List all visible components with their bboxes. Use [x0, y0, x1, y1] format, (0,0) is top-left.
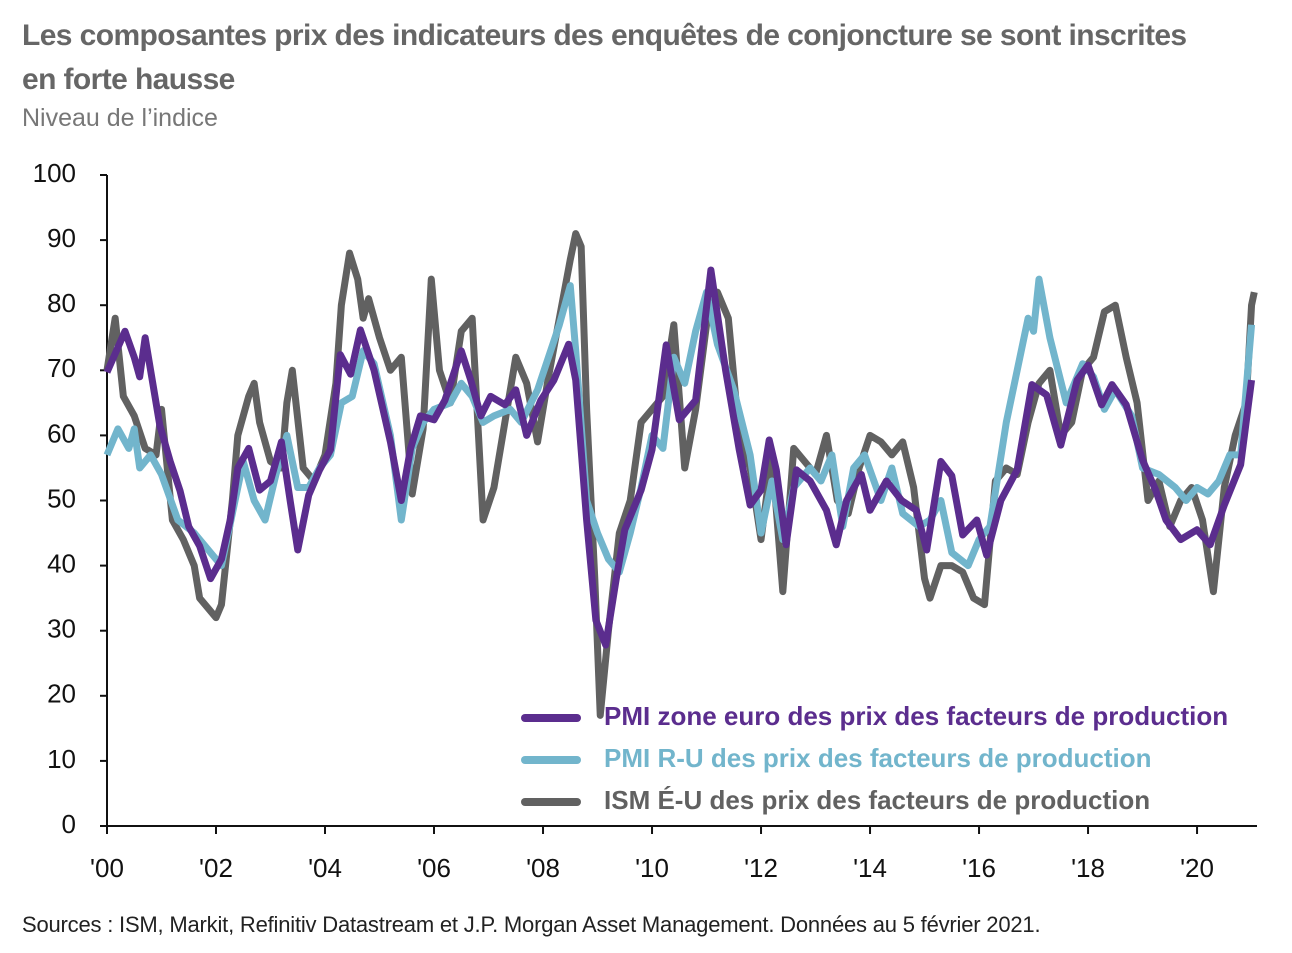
y-tick-label: 40: [47, 548, 76, 578]
x-tick-label: '14: [853, 853, 887, 883]
legend-label: PMI R-U des prix des facteurs de product…: [604, 743, 1152, 773]
y-tick-label: 90: [47, 223, 76, 253]
x-tick-label: '12: [744, 853, 778, 883]
y-tick-label: 60: [47, 418, 76, 448]
x-tick-label: '06: [417, 853, 451, 883]
x-tick-label: '20: [1180, 853, 1214, 883]
source-note: Sources : ISM, Markit, Refinitiv Datastr…: [22, 912, 1041, 937]
chart-title: Les composantes prix des indicateurs des…: [22, 19, 1187, 96]
legend-label: ISM É-U des prix des facteurs de product…: [604, 785, 1150, 815]
y-tick-label: 30: [47, 614, 76, 644]
y-tick-label: 80: [47, 288, 76, 318]
series-line: [103, 275, 1256, 576]
x-tick-label: '10: [635, 853, 669, 883]
series-line: [103, 266, 1256, 649]
chart: 0 10 20 30 40 50 60 70 80 90 100 '00 '02 '04 '06 '08 '10…: [33, 158, 1258, 883]
chart-subtitle: Niveau de l’indice: [22, 104, 218, 132]
y-tick-label: 70: [47, 353, 76, 383]
x-tick-label: '04: [308, 853, 342, 883]
x-tick-label: '18: [1071, 853, 1105, 883]
y-tick-label: 50: [47, 483, 76, 513]
legend-label: PMI zone euro des prix des facteurs de p…: [604, 701, 1228, 731]
x-tick-label: '02: [199, 853, 233, 883]
y-tick-label: 20: [47, 679, 76, 709]
y-tick-label: 0: [62, 809, 76, 839]
y-tick-label: 100: [33, 158, 76, 188]
x-tick-label: '16: [962, 853, 996, 883]
x-tick-label: '00: [90, 853, 124, 883]
x-tick-label: '08: [526, 853, 560, 883]
y-tick-label: 10: [47, 744, 76, 774]
